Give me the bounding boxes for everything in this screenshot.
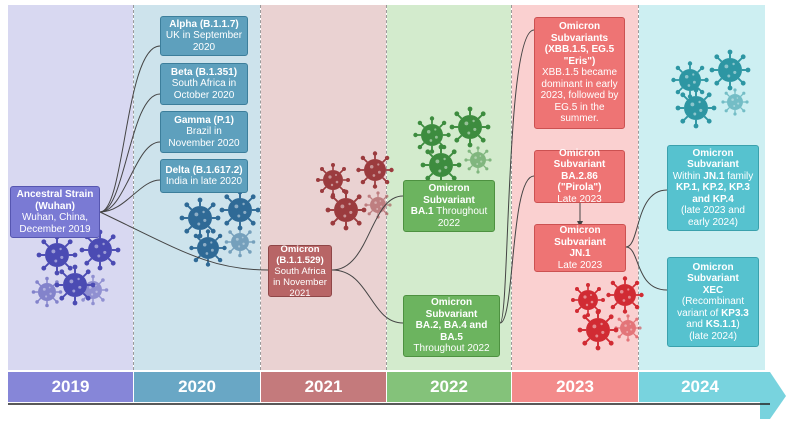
variant-description: (late 2024) [689, 330, 737, 342]
variant-name: Delta (B.1.617.2) [165, 164, 243, 176]
year-2023: 2023 [512, 372, 638, 402]
divider [133, 5, 134, 370]
variant-list: KP.1, KP.2, KP.3 and KP.4 [676, 182, 750, 205]
variant-description: XBB.1.5 became dominant in early 2023, f… [540, 67, 619, 125]
connector-alpha [99, 45, 161, 213]
variant-box-beta: Beta (B.1.351) South Africa in October 2… [160, 63, 248, 105]
year-2021: 2021 [261, 372, 386, 402]
variant-name: Alpha [169, 18, 198, 30]
variant-description: Throughout 2022 [436, 206, 488, 229]
variant-code: KS.1.1 [705, 319, 737, 331]
variant-box-kp: Omicron Subvariant Within JN.1 family KP… [667, 145, 759, 231]
variant-code: BA.1 [410, 206, 434, 217]
variant-code: JN.1 [703, 170, 725, 182]
variant-box-omicron: Omicron (B.1.1.529) South Africa in Nove… [268, 243, 332, 299]
variant-description: Brazil in November 2020 [168, 126, 240, 149]
variant-name: Omicron Subvariant [423, 183, 475, 206]
variant-box-xec: Omicron Subvariant XEC (Recombinant vari… [667, 257, 759, 347]
divider [511, 5, 512, 370]
variant-code: (B.1.1.7) [199, 18, 239, 30]
variant-name: Gamma (P.1) [174, 114, 234, 126]
variant-text: Within [672, 170, 704, 182]
variant-box-ba2-ba4-ba5: Omicron Subvariant BA.2, BA.4 and BA.5 T… [403, 295, 500, 357]
divider [386, 5, 387, 370]
variant-name: Beta (B.1.351) [170, 66, 238, 78]
variant-description: India in late 2020 [165, 176, 243, 187]
variant-code: XEC [702, 284, 724, 296]
year-2019: 2019 [8, 372, 133, 402]
variant-name: Ancestral Strain (Wuhan) [16, 189, 94, 212]
variant-description: South Africa in November 2021 [273, 265, 327, 299]
variant-box-gamma: Gamma (P.1) Brazil in November 2020 [160, 111, 248, 153]
variant-description: Throughout 2022 [413, 343, 490, 355]
variant-name: Omicron Subvariant [553, 147, 606, 171]
year-2022: 2022 [387, 372, 511, 402]
variant-name: Omicron Subvariants (XBB.1.5, EG.5 "Eris… [544, 21, 615, 67]
variant-text: and [686, 319, 706, 331]
variant-box-xbb-eg5: Omicron Subvariants (XBB.1.5, EG.5 "Eris… [534, 17, 625, 129]
variant-description: Late 2023 [557, 259, 603, 271]
variant-description: South Africa in October 2020 [171, 78, 237, 101]
variant-name: Omicron (B.1.1.529) [276, 243, 324, 266]
variant-box-ancestral: Ancestral Strain (Wuhan) Wuhan, China, D… [10, 186, 100, 238]
year-2020: 2020 [134, 372, 260, 402]
variant-box-alpha: Alpha (B.1.1.7) UK in September 2020 [160, 16, 248, 56]
variant-name: Omicron Subvariant [687, 147, 739, 171]
variant-text: family [724, 170, 754, 182]
column-2021 [261, 5, 386, 370]
variant-code: JN.1 [569, 248, 591, 259]
variant-box-delta: Delta (B.1.617.2) India in late 2020 [160, 159, 248, 193]
variant-description: Wuhan, China, December 2019 [19, 212, 91, 235]
variant-description: Late 2023 [557, 193, 602, 205]
variant-code: BA.2.86 ("Pirola") [557, 170, 602, 194]
divider [638, 5, 639, 370]
variant-code: KP3.3 [721, 307, 749, 319]
variant-text: ) [736, 319, 740, 331]
variant-name: Omicron Subvariant [425, 297, 478, 320]
variant-box-ba1: Omicron Subvariant BA.1 Throughout 2022 [403, 180, 495, 232]
year-2024: 2024 [639, 372, 761, 402]
variant-description: UK in September 2020 [165, 30, 243, 53]
variant-text: (Recombinant variant of [677, 296, 745, 319]
divider [260, 5, 261, 370]
variant-description: (late 2023 and early 2024) [681, 205, 745, 228]
variant-name: Omicron Subvariant [554, 225, 606, 248]
variant-code: BA.2, BA.4 and BA.5 [415, 320, 488, 343]
variant-name: Omicron Subvariant [687, 261, 739, 285]
variant-box-ba286: Omicron Subvariant BA.2.86 ("Pirola") La… [534, 147, 625, 205]
variant-box-jn1: Omicron Subvariant JN.1 Late 2023 [534, 224, 626, 272]
